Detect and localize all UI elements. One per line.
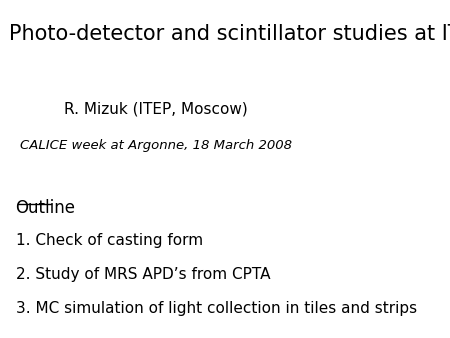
- Text: Photo-detector and scintillator studies at ITEP: Photo-detector and scintillator studies …: [9, 24, 450, 44]
- Text: 2. Study of MRS APD’s from CPTA: 2. Study of MRS APD’s from CPTA: [16, 267, 270, 282]
- Text: 3. MC simulation of light collection in tiles and strips: 3. MC simulation of light collection in …: [16, 301, 417, 316]
- Text: Outline: Outline: [16, 199, 76, 217]
- Text: R. Mizuk (ITEP, Moscow): R. Mizuk (ITEP, Moscow): [63, 101, 248, 116]
- Text: CALICE week at Argonne, 18 March 2008: CALICE week at Argonne, 18 March 2008: [19, 139, 292, 151]
- Text: 1. Check of casting form: 1. Check of casting form: [16, 233, 203, 248]
